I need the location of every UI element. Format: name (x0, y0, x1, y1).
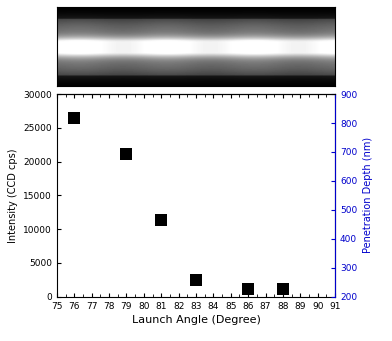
Point (71, 115, 77, 120)
Point (280, 286, 286, 292)
Point (123, 151, 129, 157)
Point (158, 218, 164, 223)
Point (245, 286, 251, 292)
Y-axis label: Penetration Depth (nm): Penetration Depth (nm) (363, 137, 373, 253)
Y-axis label: Intensity (CCD cps): Intensity (CCD cps) (8, 148, 18, 242)
Point (193, 277, 199, 283)
X-axis label: Launch Angle (Degree): Launch Angle (Degree) (132, 315, 260, 325)
